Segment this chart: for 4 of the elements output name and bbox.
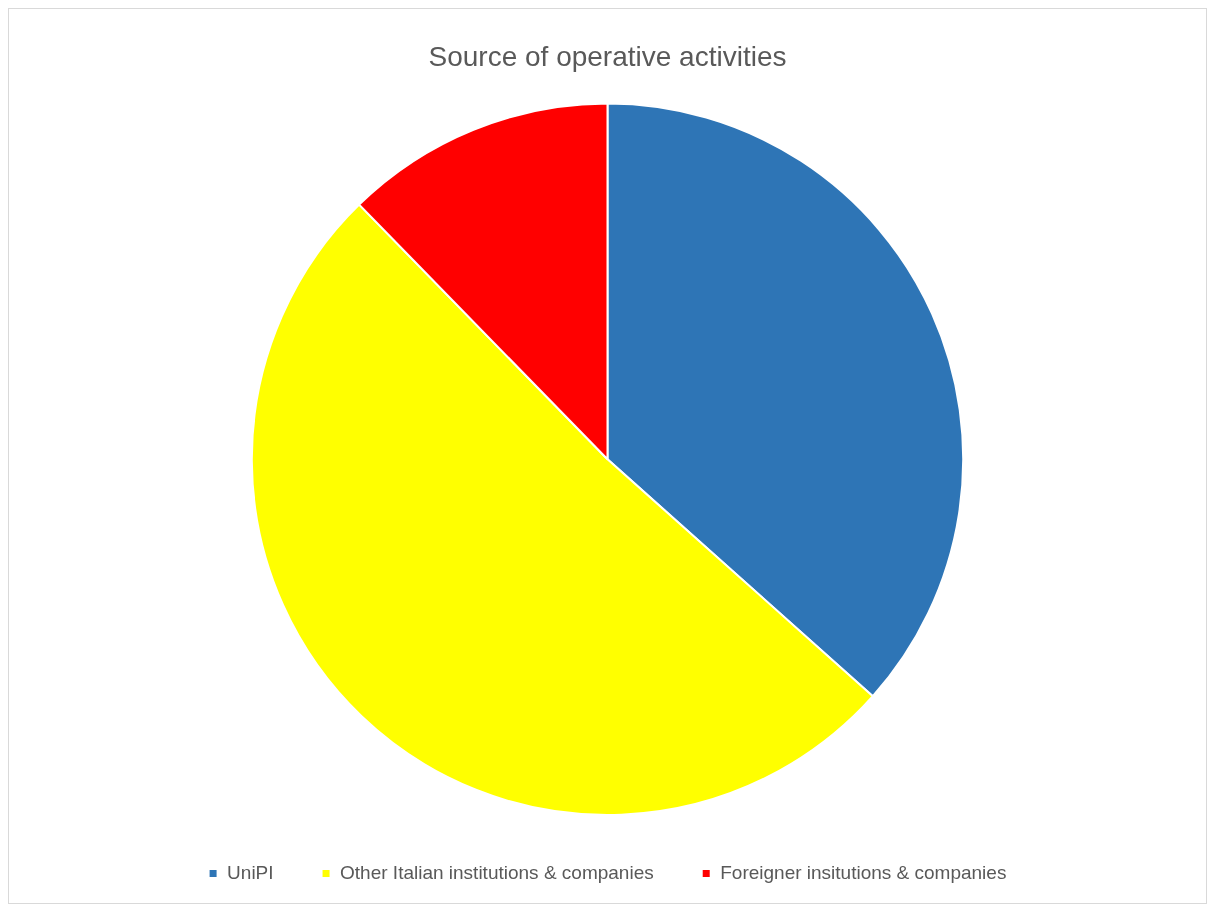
legend-label: UniPI — [227, 861, 274, 883]
legend-label: Foreigner insitutions & companies — [720, 861, 1007, 883]
legend-label: Other Italian institutions & companies — [340, 861, 654, 883]
chart-title: Source of operative activities — [428, 40, 787, 72]
